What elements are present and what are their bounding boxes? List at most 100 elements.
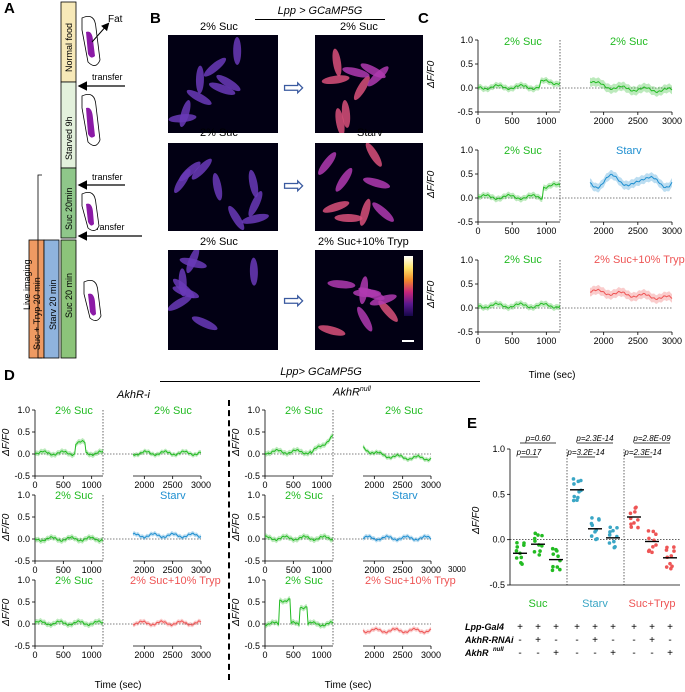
d-l3-right-mean-line: [132, 620, 202, 627]
e-genotype-sign: -: [593, 648, 596, 659]
panel-label-b: B: [150, 10, 161, 27]
e-data-point: [651, 544, 655, 549]
e-data-point: [537, 553, 542, 557]
d-l1-right-sem-band: [133, 448, 201, 458]
panel-e-scatter: 1.0 0.5 0.0 -0.5 ΔF/F0 p=0.60 p=0.17 p=2.3E-14 p…: [465, 434, 680, 659]
transfer-label-3: transfer: [94, 222, 125, 232]
larva-cell: [342, 67, 370, 78]
e-data-point: [608, 525, 613, 530]
y-tick-label: -0.5: [244, 556, 260, 566]
x-tick-label: 1000: [536, 226, 556, 236]
e-data-point: [556, 554, 560, 559]
x-tick-label: 2000: [134, 480, 154, 490]
e-data-point: [611, 528, 615, 533]
e-genotype-sign: -: [518, 635, 521, 646]
x-tick-label: 0: [475, 336, 480, 346]
micrograph-larvae: [168, 250, 258, 331]
e-data-point: [608, 530, 612, 534]
d-r3-left-sem-band: [265, 596, 333, 629]
b-row3-left-label: 2% Suc: [200, 236, 238, 248]
larva-cell: [186, 250, 200, 274]
larva-cell: [378, 300, 398, 322]
x-tick-label: 2500: [163, 650, 183, 660]
d-r2-left-mean-line: [264, 535, 334, 542]
x-tick-label: 0: [262, 480, 267, 490]
d-r1-right-mean-line: [362, 446, 432, 462]
e-y-tick-label: 0.0: [492, 535, 505, 545]
y-tick-label: 1.0: [17, 575, 30, 585]
x-tick-label: 2000: [594, 226, 614, 236]
d-l1-left: 2% Suc: [55, 405, 93, 417]
y-tick-label: 1.0: [247, 575, 260, 585]
e-genotype-sign: -: [668, 635, 671, 646]
y-tick-label: 0.5: [17, 427, 30, 437]
larva-cell: [341, 100, 351, 128]
scale-bar: [402, 340, 414, 342]
e-data-point: [612, 545, 617, 550]
e-data-point: [538, 549, 542, 553]
y-tick-label: -0.5: [14, 471, 30, 481]
c-row2-right: Starv: [616, 145, 642, 157]
d-left-title: AkhR-i: [117, 389, 151, 401]
e-genotype-sign: +: [592, 635, 598, 646]
larva-icon-1: [81, 15, 101, 66]
c-ylabel: ΔF/F0: [426, 60, 437, 89]
y-tick-label: 0.0: [17, 449, 30, 459]
e-genotype-sign: +: [610, 622, 616, 633]
e-genotype-sign: +: [610, 648, 616, 659]
larva-cell: [216, 74, 241, 92]
y-tick-label: -0.5: [244, 641, 260, 651]
c-ylabel: ΔF/F0: [426, 170, 437, 199]
e-data-point: [607, 533, 612, 537]
d-l3-right: 2% Suc+10% Tryp: [130, 575, 221, 587]
d-ylabel: ΔF/F0: [231, 428, 242, 457]
larva-cell: [208, 82, 236, 95]
e-data-point: [651, 529, 656, 534]
d-right-title-text: AkhR: [333, 386, 360, 399]
b-row1-right-label: 2% Suc: [340, 21, 378, 33]
y-tick-label: 1.0: [460, 255, 473, 265]
fat-arrow: [91, 22, 110, 43]
d-l1-left-mean-line: [34, 439, 104, 457]
e-genotype-sign: +: [535, 622, 541, 633]
y-tick-label: -0.5: [14, 641, 30, 651]
larva-cell: [363, 177, 391, 189]
y-tick-label: 0.5: [247, 597, 260, 607]
e-data-point: [536, 533, 540, 537]
d-l1-left-sem-band: [35, 437, 103, 459]
e-data-point: [572, 482, 576, 486]
x-tick-label: 2500: [628, 226, 648, 236]
larva-cell: [168, 295, 193, 311]
e-p-value: p=2.3E-14: [575, 434, 614, 443]
e-data-point: [515, 541, 519, 545]
e-data-point: [664, 565, 669, 569]
d-l2-left-mean-line: [34, 535, 104, 543]
x-tick-label: 2000: [594, 336, 614, 346]
d-l2-right: Starv: [160, 490, 186, 502]
e-data-point: [532, 550, 537, 554]
x-tick-label: 2500: [393, 565, 413, 575]
x-tick-label: 0: [262, 565, 267, 575]
x-tick-label: 2000: [134, 650, 154, 660]
x-tick-label: 500: [505, 116, 520, 126]
d-l2-right-mean-line: [132, 532, 202, 539]
e-group-starv: Starv: [582, 598, 608, 610]
d-r3-left: 2% Suc: [285, 575, 323, 587]
c-row3-left-sem-band: [478, 300, 560, 312]
x-tick-label: 500: [286, 480, 301, 490]
e-row3-label: AkhR: [465, 648, 489, 658]
e-data-point: [629, 522, 633, 526]
b-row2-left-label: 2% Suc: [200, 127, 238, 139]
c-row2-right-sem-band: [590, 170, 672, 193]
y-tick-label: 0.0: [460, 303, 473, 313]
y-tick-label: 1.0: [247, 405, 260, 415]
d-ylabel: ΔF/F0: [231, 598, 242, 627]
arrow-row1: ⇨: [283, 72, 305, 102]
c-row3-right-sem-band: [590, 284, 672, 304]
e-genotype-sign: -: [632, 635, 635, 646]
e-row1-label: Lpp-Gal4: [465, 622, 504, 632]
e-data-point: [519, 560, 523, 565]
larva-cell: [359, 198, 371, 226]
micrograph-larvae: [318, 276, 398, 336]
x-tick-label: 1000: [536, 116, 556, 126]
